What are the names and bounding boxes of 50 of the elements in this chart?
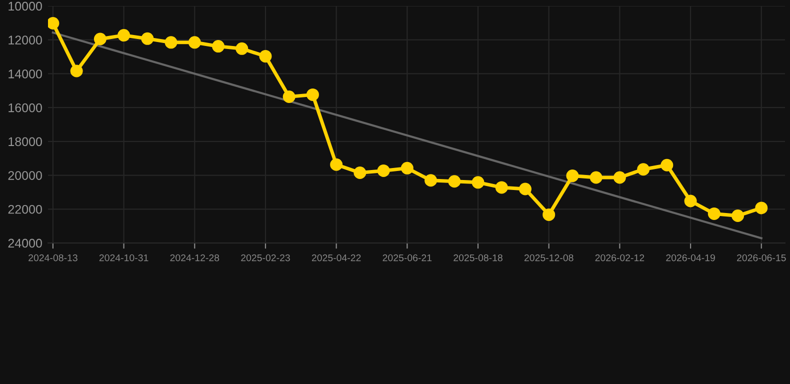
x-tick-label: 2024-08-13 bbox=[28, 254, 78, 262]
point bbox=[164, 36, 178, 49]
x-tick-label: 2025-12-08 bbox=[524, 254, 574, 262]
y-tick-label: 10000 bbox=[8, 2, 42, 11]
point bbox=[732, 209, 744, 222]
x-tick-label: 2025-06-21 bbox=[382, 254, 432, 262]
x-tick-label: 2024-12-28 bbox=[170, 254, 220, 262]
point bbox=[755, 202, 768, 214]
point bbox=[660, 158, 674, 172]
point bbox=[448, 175, 461, 188]
point bbox=[141, 32, 154, 45]
point bbox=[354, 166, 366, 179]
point bbox=[188, 36, 201, 49]
point bbox=[518, 182, 532, 196]
x-tick-label: 2025-04-22 bbox=[312, 254, 361, 262]
point bbox=[259, 50, 272, 63]
x-tick-label: 2026-06-15 bbox=[737, 254, 786, 262]
point bbox=[212, 40, 225, 53]
point bbox=[48, 17, 60, 30]
point bbox=[236, 42, 248, 55]
x-tick-label: 2025-02-23 bbox=[241, 254, 290, 262]
point bbox=[306, 88, 319, 101]
y-tick-label: 20000 bbox=[8, 171, 42, 180]
point bbox=[684, 194, 697, 208]
point bbox=[118, 29, 130, 42]
x-tick-label: 2026-02-12 bbox=[595, 254, 644, 262]
point bbox=[282, 90, 296, 103]
x-tick-label: 2026-04-19 bbox=[666, 254, 715, 262]
point bbox=[330, 158, 343, 171]
point bbox=[708, 207, 720, 220]
point bbox=[495, 181, 508, 194]
point bbox=[590, 171, 602, 184]
point bbox=[424, 174, 438, 187]
y-tick-label: 18000 bbox=[8, 137, 42, 146]
point bbox=[377, 164, 390, 177]
x-tick-label: 2024-10-31 bbox=[99, 254, 148, 262]
y-tick-label: 16000 bbox=[8, 103, 42, 112]
point bbox=[613, 171, 626, 184]
y-tick-label: 12000 bbox=[8, 36, 42, 45]
point bbox=[637, 163, 650, 176]
point bbox=[94, 32, 106, 46]
y-tick-label: 24000 bbox=[8, 238, 42, 248]
point bbox=[542, 208, 556, 221]
y-tick-label: 14000 bbox=[8, 70, 42, 78]
point bbox=[400, 162, 414, 174]
y-tick-label: 22000 bbox=[8, 204, 42, 214]
point bbox=[70, 64, 83, 78]
point bbox=[566, 170, 579, 182]
point bbox=[472, 176, 484, 189]
x-tick-label: 2025-08-18 bbox=[454, 254, 502, 262]
